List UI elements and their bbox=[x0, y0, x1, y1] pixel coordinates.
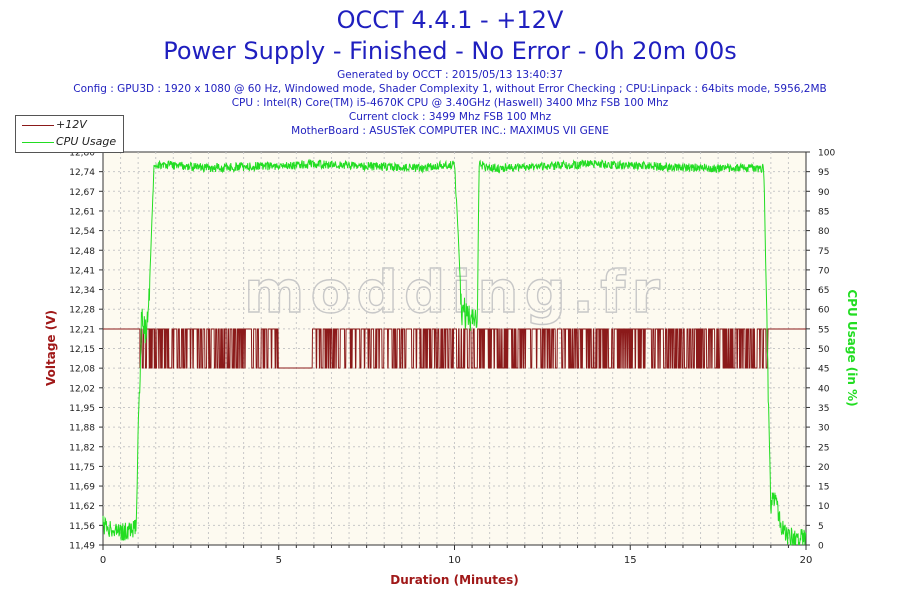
x-tick-label: 5 bbox=[276, 555, 282, 566]
info-cpu: CPU : Intel(R) Core(TM) i5-4670K CPU @ 3… bbox=[231, 97, 669, 109]
y-left-tick-label: 11,75 bbox=[69, 463, 95, 473]
legend-item-cpu: CPU Usage bbox=[16, 134, 123, 150]
x-tick-label: 0 bbox=[100, 555, 106, 566]
y-axis-right-title: CPU Usage (in %) bbox=[845, 289, 859, 406]
y-left-tick-label: 11,95 bbox=[69, 404, 95, 414]
series-line-voltage bbox=[103, 328, 806, 369]
y-right-tick-label: 15 bbox=[818, 483, 829, 493]
legend-swatch-cpu bbox=[22, 142, 54, 143]
y-right-tick-label: 100 bbox=[818, 149, 835, 159]
info-clock: Current clock : 3499 Mhz FSB 100 Mhz bbox=[348, 111, 552, 123]
y-right-tick-label: 80 bbox=[818, 227, 830, 237]
y-right-tick-label: 10 bbox=[818, 502, 830, 512]
y-right-tick-label: 60 bbox=[818, 306, 830, 316]
y-right-tick-label: 90 bbox=[818, 188, 830, 198]
chart-subtitle: Power Supply - Finished - No Error - 0h … bbox=[163, 37, 737, 65]
y-left-tick-label: 11,69 bbox=[69, 483, 95, 493]
x-tick-label: 20 bbox=[800, 555, 813, 566]
chart-title: OCCT 4.4.1 - +12V bbox=[336, 6, 564, 34]
info-generated: Generated by OCCT : 2015/05/13 13:40:37 bbox=[337, 69, 563, 81]
info-config: Config : GPU3D : 1920 x 1080 @ 60 Hz, Wi… bbox=[73, 83, 827, 95]
y-left-tick-label: 12,08 bbox=[69, 365, 95, 375]
legend-swatch-voltage bbox=[22, 125, 54, 126]
y-right-tick-label: 0 bbox=[818, 542, 824, 552]
y-left-tick-label: 11,82 bbox=[69, 443, 95, 453]
y-right-tick-label: 50 bbox=[818, 345, 830, 355]
y-left-tick-label: 11,49 bbox=[69, 542, 95, 552]
y-left-tick-label: 12,61 bbox=[69, 207, 95, 217]
legend-label-cpu: CPU Usage bbox=[56, 135, 117, 148]
y-right-tick-label: 40 bbox=[818, 384, 830, 394]
legend: +12V CPU Usage bbox=[15, 115, 124, 153]
y-left-tick-label: 12,34 bbox=[69, 286, 95, 296]
x-axis-title: Duration (Minutes) bbox=[390, 573, 518, 587]
y-right-tick-label: 35 bbox=[818, 404, 829, 414]
axes: 12,80 12,74 12,67 12,61 12,54 12,48 12,41 12,34… bbox=[69, 149, 835, 567]
y-right-tick-label: 95 bbox=[818, 168, 829, 178]
legend-item-voltage: +12V bbox=[16, 117, 123, 133]
x-tick-label: 10 bbox=[448, 555, 461, 566]
series bbox=[102, 158, 807, 546]
y-right-tick-label: 55 bbox=[818, 325, 829, 335]
y-left-tick-label: 11,62 bbox=[69, 502, 95, 512]
y-left-tick-label: 12,74 bbox=[69, 168, 95, 178]
y-left-tick-label: 12,02 bbox=[69, 384, 95, 394]
y-axis-left-title: Voltage (V) bbox=[44, 310, 58, 386]
y-left-tick-label: 12,41 bbox=[69, 266, 95, 276]
y-right-tick-label: 65 bbox=[818, 286, 829, 296]
y-left-tick-label: 12,48 bbox=[69, 247, 95, 257]
watermark: modding.fr bbox=[244, 258, 666, 326]
y-left-tick-label: 12,21 bbox=[69, 325, 95, 335]
y-right-tick-label: 45 bbox=[818, 365, 829, 375]
y-left-tick-label: 12,15 bbox=[69, 345, 95, 355]
x-tick-label: 15 bbox=[624, 555, 637, 566]
info-motherboard: MotherBoard : ASUSTeK COMPUTER INC.: MAX… bbox=[291, 125, 609, 137]
y-left-tick-label: 12,28 bbox=[69, 306, 95, 316]
legend-label-voltage: +12V bbox=[56, 118, 87, 131]
y-right-tick-label: 75 bbox=[818, 247, 829, 257]
y-right-tick-label: 20 bbox=[818, 463, 830, 473]
y-right-tick-label: 70 bbox=[818, 266, 830, 276]
y-right-tick-label: 30 bbox=[818, 424, 830, 434]
y-right-tick-label: 85 bbox=[818, 207, 829, 217]
y-right-tick-label: 5 bbox=[818, 522, 824, 532]
y-left-tick-label: 12,80 bbox=[69, 149, 95, 159]
y-left-tick-label: 12,67 bbox=[69, 188, 95, 198]
y-left-tick-label: 11,56 bbox=[69, 522, 95, 532]
series-line-cpu bbox=[102, 158, 807, 546]
y-left-tick-label: 12,54 bbox=[69, 227, 95, 237]
y-left-tick-label: 11,88 bbox=[69, 424, 95, 434]
y-right-tick-label: 25 bbox=[818, 443, 829, 453]
